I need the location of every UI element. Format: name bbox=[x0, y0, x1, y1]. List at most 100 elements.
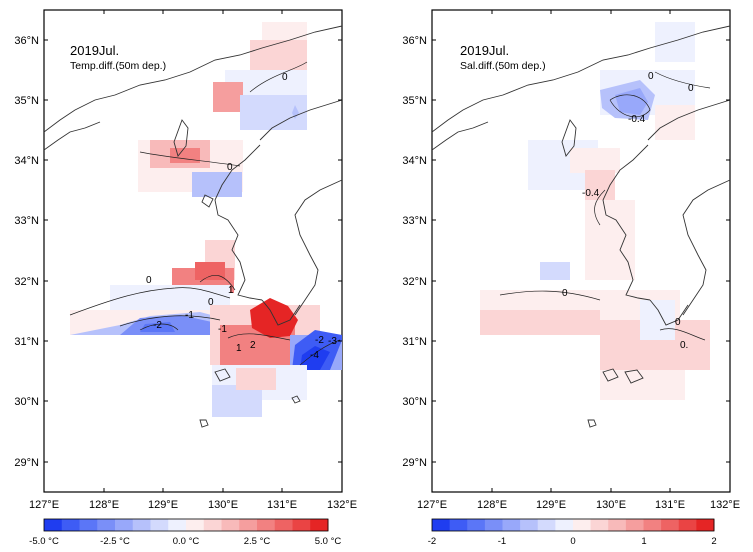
colorbar-swatch bbox=[186, 519, 205, 531]
colorbar-swatch bbox=[696, 519, 715, 531]
colorbar-swatch bbox=[310, 519, 329, 531]
sal-ticks bbox=[432, 10, 730, 492]
sal-contour-label: 0. bbox=[680, 340, 688, 351]
temp-contours bbox=[69, 61, 341, 366]
sal-contour-label: 0 bbox=[675, 317, 681, 328]
colorbar-swatch bbox=[449, 519, 468, 531]
lat-tick-label: 31°N bbox=[14, 336, 39, 348]
lon-tick-label: 127°E bbox=[29, 499, 59, 511]
sal-contour-label: -0.4 bbox=[582, 188, 600, 199]
temp-contour-label: -4 bbox=[310, 350, 319, 361]
colorbar-swatch bbox=[168, 519, 187, 531]
colorbar-swatch bbox=[274, 519, 293, 531]
temp-lat-axis: 36°N 35°N 34°N 33°N 32°N 31°N 30°N 29°N bbox=[14, 35, 39, 469]
colorbar-swatch bbox=[44, 519, 63, 531]
colorbar-swatch bbox=[661, 519, 680, 531]
colorbar-swatch bbox=[115, 519, 134, 531]
colorbar-tick-label: 5.0 °C bbox=[315, 536, 342, 547]
colorbar-swatch bbox=[203, 519, 222, 531]
lat-tick-label: 30°N bbox=[14, 396, 39, 408]
colorbar-tick-label: 0 bbox=[570, 536, 575, 547]
temp-contour-label: -3 bbox=[328, 336, 337, 347]
lon-tick-label: 131°E bbox=[655, 499, 685, 511]
lat-tick-label: 36°N bbox=[402, 35, 427, 47]
sal-colorbar-labels: -2 -1 0 1 2 bbox=[428, 536, 717, 547]
colorbar-outline bbox=[43, 518, 329, 532]
temp-colorbar-labels: -5.0 °C -2.5 °C 0.0 °C 2.5 °C 5.0 °C bbox=[29, 536, 341, 547]
colorbar-swatch bbox=[221, 519, 240, 531]
lat-tick-label: 34°N bbox=[402, 155, 427, 167]
colorbar-tick-label: 2 bbox=[711, 536, 716, 547]
lat-tick-label: 31°N bbox=[402, 336, 427, 348]
sal-coastline bbox=[431, 25, 731, 428]
lat-tick-label: 33°N bbox=[14, 215, 39, 227]
colorbar-tick-label: -2 bbox=[428, 536, 436, 547]
colorbar-tick-label: 2.5 °C bbox=[244, 536, 271, 547]
temp-panel: 0 0 0 -1 -2 0 -1 1 2 1 -4 -2 -3 2019Jul.… bbox=[14, 9, 357, 547]
lat-tick-label: 29°N bbox=[402, 457, 427, 469]
colorbar-swatch bbox=[257, 519, 276, 531]
temp-contour-label: 1 bbox=[228, 285, 234, 296]
sal-contour-label: -0.4 bbox=[628, 114, 646, 125]
lon-tick-label: 131°E bbox=[267, 499, 297, 511]
colorbar-tick-label: -2.5 °C bbox=[100, 536, 130, 547]
lat-tick-label: 32°N bbox=[14, 276, 39, 288]
lat-tick-label: 33°N bbox=[402, 215, 427, 227]
sal-contour-labels: 0 0 -0.4 -0.4 0 0 0. bbox=[562, 71, 694, 351]
sal-title: 2019Jul. bbox=[460, 43, 509, 58]
colorbar-tick-label: 0.0 °C bbox=[173, 536, 200, 547]
sal-colorbar bbox=[431, 518, 715, 532]
colorbar-swatch bbox=[484, 519, 503, 531]
lon-tick-label: 127°E bbox=[417, 499, 447, 511]
colorbar-tick-label: -5.0 °C bbox=[29, 536, 59, 547]
sal-subtitle: Sal.diff.(50m dep.) bbox=[460, 60, 546, 72]
lon-tick-label: 130°E bbox=[208, 499, 238, 511]
colorbar-swatch bbox=[537, 519, 556, 531]
sal-panel: 0 0 -0.4 -0.4 0 0 0. 2019Jul. Sal.diff.(… bbox=[402, 9, 740, 547]
lat-tick-label: 35°N bbox=[402, 95, 427, 107]
temp-contour-label: 0 bbox=[208, 297, 214, 308]
sal-contour-label: 0 bbox=[688, 83, 694, 94]
colorbar-tick-label: 1 bbox=[641, 536, 646, 547]
temp-contour-label: 1 bbox=[236, 343, 242, 354]
sal-contour-label: 0 bbox=[648, 71, 654, 82]
temp-contour-labels: 0 0 0 -1 -2 0 -1 1 2 1 -4 -2 -3 bbox=[146, 72, 337, 361]
colorbar-swatch bbox=[643, 519, 662, 531]
lat-tick-label: 30°N bbox=[402, 396, 427, 408]
temp-field bbox=[70, 22, 342, 417]
temp-lon-axis: 127°E 128°E 129°E 130°E 131°E 132°E bbox=[29, 499, 357, 511]
temp-contour-label: 0 bbox=[282, 72, 288, 83]
lon-tick-label: 129°E bbox=[148, 499, 178, 511]
temp-title: 2019Jul. bbox=[70, 43, 119, 58]
colorbar-swatch bbox=[555, 519, 574, 531]
lon-tick-label: 130°E bbox=[596, 499, 626, 511]
colorbar-outline bbox=[431, 518, 715, 532]
lon-tick-label: 129°E bbox=[536, 499, 566, 511]
sal-lon-axis: 127°E 128°E 129°E 130°E 131°E 132°E bbox=[417, 499, 740, 511]
colorbar-swatch bbox=[79, 519, 98, 531]
colorbar-swatch bbox=[132, 519, 151, 531]
colorbar-swatch bbox=[608, 519, 627, 531]
temp-contour-label: -2 bbox=[153, 320, 162, 331]
colorbar-swatch bbox=[573, 519, 592, 531]
colorbar-swatch bbox=[61, 519, 80, 531]
lat-tick-label: 35°N bbox=[14, 95, 39, 107]
sal-contour-label: 0 bbox=[562, 288, 568, 299]
colorbar-swatch bbox=[150, 519, 169, 531]
temp-contour-label: 0 bbox=[146, 275, 152, 286]
lon-tick-label: 132°E bbox=[710, 499, 740, 511]
colorbar-swatch bbox=[502, 519, 521, 531]
temp-colorbar bbox=[43, 518, 329, 532]
temp-contour-label: 0 bbox=[227, 162, 233, 173]
lat-tick-label: 34°N bbox=[14, 155, 39, 167]
colorbar-swatch bbox=[590, 519, 609, 531]
sal-field bbox=[480, 22, 710, 400]
lon-tick-label: 132°E bbox=[327, 499, 357, 511]
lat-tick-label: 32°N bbox=[402, 276, 427, 288]
temp-ticks bbox=[44, 10, 342, 492]
lon-tick-label: 128°E bbox=[477, 499, 507, 511]
lat-tick-label: 36°N bbox=[14, 35, 39, 47]
colorbar-swatch bbox=[625, 519, 644, 531]
colorbar-swatch bbox=[97, 519, 116, 531]
